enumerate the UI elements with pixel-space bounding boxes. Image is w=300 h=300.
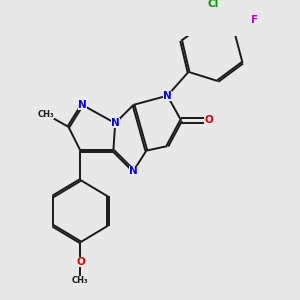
Text: CH₃: CH₃ [37, 110, 54, 118]
Text: N: N [163, 91, 172, 101]
Text: N: N [78, 100, 87, 110]
Text: CH₃: CH₃ [72, 276, 89, 285]
Text: O: O [204, 116, 213, 125]
Text: N: N [129, 166, 138, 176]
Text: O: O [76, 257, 85, 267]
Text: F: F [251, 15, 258, 25]
Text: N: N [111, 118, 120, 128]
Text: Cl: Cl [208, 0, 219, 9]
